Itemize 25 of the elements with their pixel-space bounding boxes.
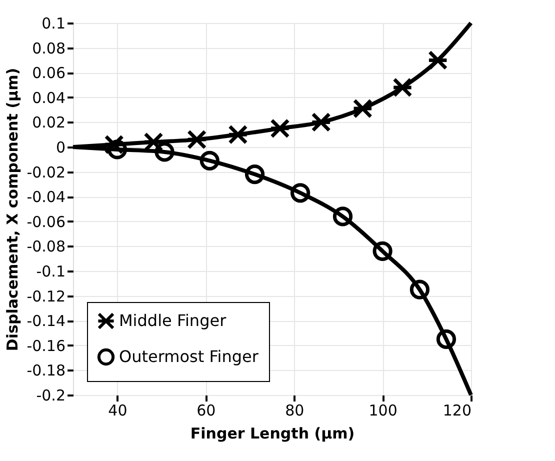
legend-label: Middle Finger <box>119 311 227 330</box>
y-tick-label: -0.1 <box>36 262 66 280</box>
y-tick-label: -0.04 <box>26 188 66 206</box>
legend-label: Outermost Finger <box>119 347 259 366</box>
y-tick-label: -0.18 <box>26 362 66 380</box>
y-axis-title: Displacement, X component (µm) <box>4 68 22 352</box>
y-tick-label: 0.02 <box>32 114 66 132</box>
y-tick-label: 0.04 <box>32 88 66 107</box>
y-tick-label: -0.16 <box>26 336 66 355</box>
y-tick-label: -0.12 <box>26 287 66 306</box>
x-tick-label: 100 <box>368 402 398 420</box>
x-tick-label: 60 <box>196 402 216 420</box>
y-tick-label: -0.08 <box>26 238 66 256</box>
y-tick-label: 0 <box>56 138 66 156</box>
x-tick-label: 40 <box>108 402 128 420</box>
y-tick-label: -0.14 <box>26 312 66 330</box>
y-tick-label: 0.1 <box>42 14 66 32</box>
x-tick-label: 120 <box>442 402 472 420</box>
x-tick-label: 80 <box>285 402 304 420</box>
y-tick-label: -0.06 <box>26 212 66 231</box>
y-tick-label: 0.06 <box>32 64 66 82</box>
x-axis-title: Finger Length (µm) <box>190 424 355 442</box>
y-tick-label: -0.02 <box>26 163 66 182</box>
y-tick-label: -0.2 <box>36 386 66 404</box>
y-tick-label: 0.08 <box>32 39 66 58</box>
